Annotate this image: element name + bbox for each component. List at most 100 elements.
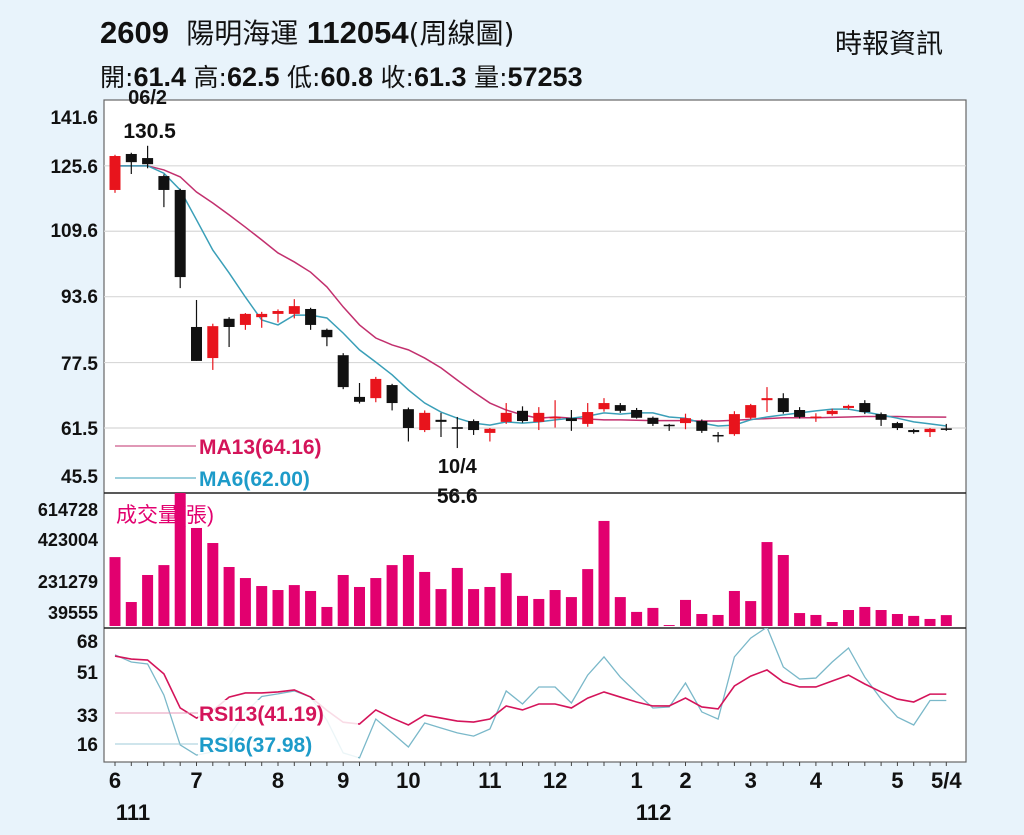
candle-down (174, 189, 186, 278)
candle-up (843, 405, 854, 408)
close-value: 61.3 (413, 62, 467, 92)
ma6-legend: MA6(62.00) (199, 468, 310, 491)
candle-down (337, 355, 349, 388)
candle-down (647, 417, 659, 424)
candle-up (419, 412, 431, 431)
candle-down (305, 308, 317, 325)
volume-bar (663, 625, 675, 626)
candle-down (158, 176, 170, 190)
candle-down (614, 405, 626, 411)
volume-bar (533, 598, 545, 626)
volume-bar (745, 601, 757, 626)
candle-down (142, 158, 154, 165)
volume-bar (174, 493, 186, 626)
x-tick-label: 6 (109, 768, 121, 793)
price-panel (109, 145, 952, 449)
x-tick-label: 9 (337, 768, 349, 793)
candle-up (549, 416, 561, 419)
x-tick-label: 1 (630, 768, 642, 793)
candle-up (533, 412, 545, 422)
candle-down (402, 409, 414, 428)
candle-down (696, 421, 708, 431)
volume-bar (777, 555, 789, 626)
volume-bar (582, 569, 594, 626)
candle-up (810, 416, 822, 419)
volume-tick-label: 39555 (48, 603, 98, 623)
rsi13-legend: RSI13(41.19) (199, 703, 324, 726)
plot-area (103, 99, 967, 763)
volume-bar (631, 611, 643, 626)
low-date-annotation: 10/4 (438, 456, 478, 478)
candle-up (924, 428, 936, 433)
candle-up (761, 398, 773, 401)
volume-bar (908, 615, 920, 626)
high-date-annotation: 06/2 (128, 87, 167, 109)
candle-down (908, 430, 920, 433)
rsi-tick-label: 33 (77, 706, 98, 727)
volume-bar (321, 606, 333, 626)
volume-tick-label: 614728 (38, 500, 98, 520)
ma6-line (115, 165, 947, 427)
candle-up (207, 326, 219, 359)
candle-up (370, 378, 382, 399)
candle-up (256, 313, 268, 318)
rsi-tick-label: 51 (77, 663, 99, 684)
volume-bar (859, 606, 871, 626)
x-tick-label: 12 (543, 768, 567, 793)
candle-down (875, 414, 887, 420)
candle-up (728, 414, 740, 435)
candle-down (468, 421, 480, 431)
volume-bar (696, 614, 708, 626)
volume-bar (337, 574, 349, 626)
candle-down (794, 410, 806, 417)
volume-bar (451, 567, 463, 626)
year-label: 111 (116, 800, 150, 825)
volume-bar (239, 578, 251, 626)
candle-up (745, 405, 757, 418)
x-tick-label: 11 (478, 768, 501, 793)
volume-bar (598, 520, 610, 626)
volume-bar (891, 614, 903, 626)
ma13-line (115, 165, 947, 422)
candle-down (191, 326, 202, 361)
volume-bar (843, 610, 854, 626)
volume-bar (435, 589, 447, 626)
price-tick-label: 141.6 (50, 108, 98, 129)
volume-bar (924, 618, 936, 626)
x-tick-label: 4 (810, 768, 823, 793)
candle-up (598, 403, 610, 410)
volume-bar (647, 607, 659, 626)
ohlc-summary: 開:61.4 高:62.5 低:60.8 收:61.3 量:57253 (100, 58, 583, 94)
candle-up (582, 412, 594, 424)
volume-bar (191, 527, 202, 626)
x-tick-label: 5 (891, 768, 903, 793)
x-tick-label: 5/4 (931, 768, 962, 793)
volume-bar (272, 590, 284, 626)
candle-up (288, 306, 300, 314)
date-code: 112054 (306, 15, 409, 50)
source-label: 時報資訊 (835, 29, 943, 60)
candle-down (386, 385, 398, 404)
x-tick-label: 2 (679, 768, 691, 793)
candle-down (712, 434, 724, 437)
high-value: 62.5 (226, 62, 280, 92)
volume-bar (810, 614, 822, 626)
volume-bar (500, 573, 512, 626)
volume-bar (940, 615, 952, 626)
volume-label: 量: (474, 63, 508, 92)
volume-bar (565, 597, 577, 626)
x-tick-label: 3 (745, 768, 757, 793)
x-tick-label: 7 (190, 768, 202, 793)
candle-up (109, 156, 121, 190)
open-value: 61.4 (133, 62, 186, 92)
candle-down (663, 424, 675, 427)
volume-bar (256, 586, 268, 626)
chart-title: 2609 陽明海運 112054(周線圖) (100, 12, 514, 52)
candle-down (451, 427, 463, 429)
candle-up (500, 412, 512, 422)
volume-bar (288, 585, 300, 626)
high-value-annotation: 130.5 (123, 120, 176, 143)
rsi13-line (114, 655, 947, 726)
